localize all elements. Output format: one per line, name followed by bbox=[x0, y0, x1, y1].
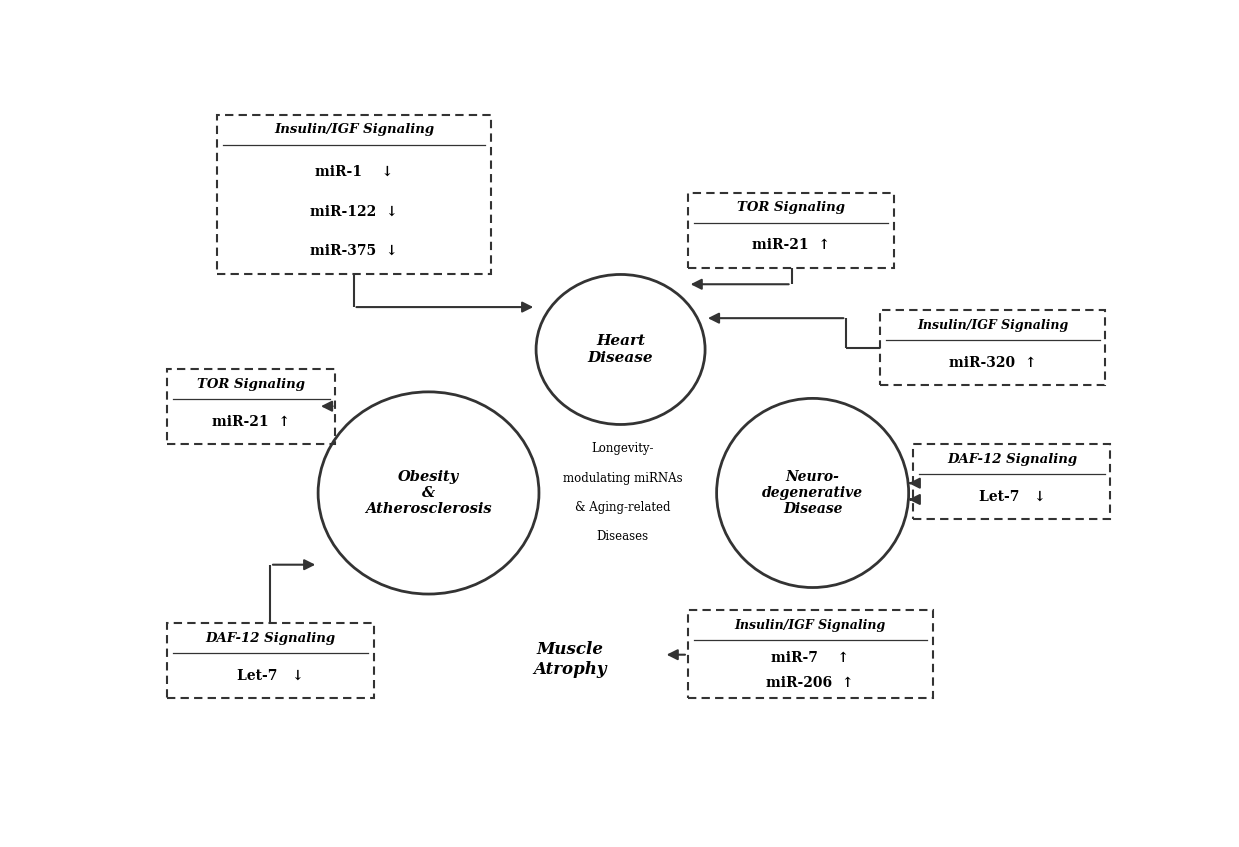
Text: Insulin/IGF Signaling: Insulin/IGF Signaling bbox=[274, 123, 434, 136]
Text: miR-1    ↓: miR-1 ↓ bbox=[315, 165, 393, 180]
Text: miR-21  ↑: miR-21 ↑ bbox=[752, 239, 830, 252]
Text: Neuro-
degenerative
Disease: Neuro- degenerative Disease bbox=[762, 470, 864, 516]
Text: Let-7   ↓: Let-7 ↓ bbox=[238, 669, 304, 683]
Text: miR-375  ↓: miR-375 ↓ bbox=[311, 244, 398, 257]
Text: Diseases: Diseases bbox=[596, 530, 648, 544]
FancyBboxPatch shape bbox=[913, 444, 1110, 519]
Text: & Aging-related: & Aging-related bbox=[575, 501, 670, 514]
Text: modulating miRNAs: modulating miRNAs bbox=[563, 472, 683, 484]
FancyBboxPatch shape bbox=[167, 369, 336, 444]
FancyBboxPatch shape bbox=[217, 114, 491, 274]
Text: miR-206  ↑: miR-206 ↑ bbox=[767, 676, 854, 690]
Text: Insulin/IGF Signaling: Insulin/IGF Signaling bbox=[735, 619, 886, 632]
Text: Longevity-: Longevity- bbox=[591, 442, 654, 456]
Text: miR-122  ↓: miR-122 ↓ bbox=[310, 204, 398, 219]
Text: DAF-12 Signaling: DAF-12 Signaling bbox=[947, 452, 1077, 466]
Text: Muscle
Atrophy: Muscle Atrophy bbox=[533, 641, 606, 678]
Text: Obesity
&
Atherosclerosis: Obesity & Atherosclerosis bbox=[366, 470, 492, 516]
FancyBboxPatch shape bbox=[688, 193, 895, 268]
Text: miR-21  ↑: miR-21 ↑ bbox=[212, 414, 290, 429]
FancyBboxPatch shape bbox=[167, 623, 374, 699]
Text: miR-320  ↑: miR-320 ↑ bbox=[949, 356, 1036, 370]
Text: TOR Signaling: TOR Signaling bbox=[197, 378, 305, 390]
Text: DAF-12 Signaling: DAF-12 Signaling bbox=[206, 632, 336, 645]
Text: Heart
Disease: Heart Disease bbox=[587, 335, 653, 364]
FancyBboxPatch shape bbox=[688, 611, 933, 699]
FancyBboxPatch shape bbox=[880, 310, 1105, 385]
Text: Let-7   ↓: Let-7 ↓ bbox=[979, 490, 1046, 503]
Text: miR-7    ↑: miR-7 ↑ bbox=[771, 651, 849, 665]
Text: TOR Signaling: TOR Signaling bbox=[737, 202, 845, 214]
Text: Insulin/IGF Signaling: Insulin/IGF Signaling bbox=[917, 318, 1068, 332]
